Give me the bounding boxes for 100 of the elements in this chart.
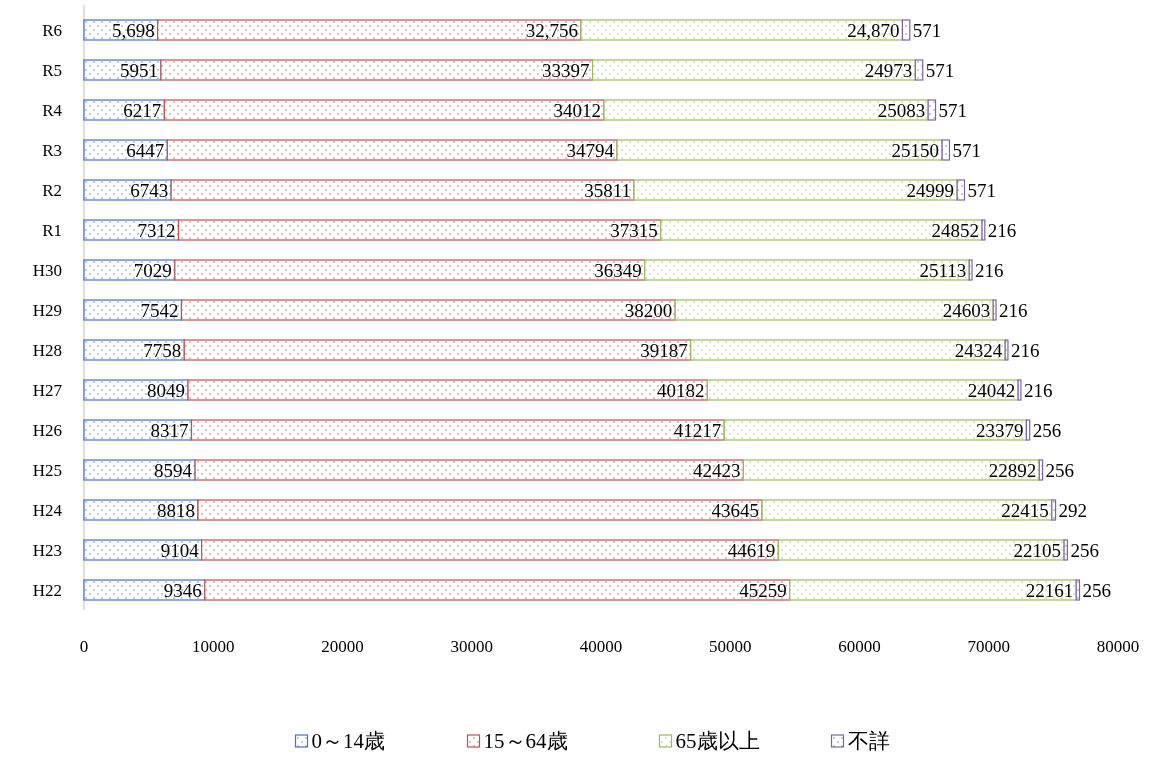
y-tick-label: H26 xyxy=(32,421,62,440)
data-label: 22415 xyxy=(1001,500,1049,521)
data-label: 38200 xyxy=(624,300,673,321)
bar xyxy=(1025,419,1031,441)
data-label: 216 xyxy=(987,220,1017,241)
bar xyxy=(204,579,791,601)
y-tick-label: H30 xyxy=(32,261,62,280)
legend-label: 65歳以上 xyxy=(675,729,760,753)
data-label: 33397 xyxy=(542,60,590,81)
bar xyxy=(591,59,916,81)
data-label: 34794 xyxy=(566,140,615,161)
y-tick-label: H28 xyxy=(32,341,62,360)
y-tick-label: H27 xyxy=(32,381,63,400)
data-label: 9346 xyxy=(163,580,202,601)
bar xyxy=(1075,579,1081,601)
data-label: 25113 xyxy=(919,260,967,281)
data-label: 41217 xyxy=(673,420,722,441)
y-tick-label: H24 xyxy=(32,501,63,520)
data-label: 44619 xyxy=(727,540,776,561)
bar xyxy=(160,59,594,81)
data-label: 571 xyxy=(952,140,981,161)
data-label: 256 xyxy=(1045,460,1075,481)
bar xyxy=(616,139,943,161)
bar xyxy=(83,299,183,321)
y-tick-label: R3 xyxy=(42,141,62,160)
data-label: 37315 xyxy=(610,220,658,241)
data-label: 39187 xyxy=(640,340,688,361)
data-label: 5951 xyxy=(119,60,158,81)
bar xyxy=(927,99,937,121)
y-tick-label: H23 xyxy=(32,541,62,560)
bar xyxy=(956,179,966,201)
data-label: 7312 xyxy=(137,220,176,241)
bar xyxy=(83,139,168,161)
bar xyxy=(201,539,779,561)
bar xyxy=(174,259,646,281)
bar xyxy=(644,259,970,281)
data-label: 9104 xyxy=(160,540,200,561)
data-label: 571 xyxy=(967,180,996,201)
data-label: 8317 xyxy=(150,420,189,441)
y-tick-label: H22 xyxy=(32,581,62,600)
bar xyxy=(197,499,763,521)
data-label: 292 xyxy=(1058,500,1088,521)
legend-label: 15～64歳 xyxy=(483,729,568,753)
data-label: 24042 xyxy=(967,380,1016,401)
data-label: 36349 xyxy=(594,260,642,281)
data-label: 6217 xyxy=(123,100,162,121)
bar xyxy=(83,219,180,241)
bar xyxy=(742,459,1040,481)
bar xyxy=(941,139,951,161)
data-label: 256 xyxy=(1082,580,1112,601)
data-label: 6447 xyxy=(126,140,165,161)
data-label: 216 xyxy=(1010,340,1040,361)
data-label: 8818 xyxy=(156,500,195,521)
bar xyxy=(83,339,185,361)
bar xyxy=(1004,339,1009,361)
bar xyxy=(194,459,744,481)
data-label: 571 xyxy=(925,60,955,81)
data-label: 43645 xyxy=(711,500,760,521)
bar xyxy=(83,579,206,601)
data-label: 24,870 xyxy=(847,20,900,41)
bar xyxy=(183,339,692,361)
data-label: 216 xyxy=(999,300,1028,321)
data-label: 42423 xyxy=(692,460,741,481)
bar xyxy=(674,299,994,321)
legend-label: 不詳 xyxy=(847,729,890,753)
y-tick-label: R4 xyxy=(42,101,63,120)
x-tick-label: 20000 xyxy=(321,637,364,656)
bar xyxy=(914,59,924,81)
bar xyxy=(190,419,725,441)
x-tick-label: 30000 xyxy=(450,637,493,656)
data-label: 7542 xyxy=(140,300,179,321)
bar xyxy=(83,179,172,201)
data-label: 22105 xyxy=(1013,540,1062,561)
x-tick-label: 10000 xyxy=(192,637,235,656)
data-label: 34012 xyxy=(553,100,601,121)
bar xyxy=(1051,499,1057,521)
bar xyxy=(83,499,199,521)
data-label: 571 xyxy=(938,100,968,121)
y-tick-label: R2 xyxy=(42,181,62,200)
bar xyxy=(723,419,1027,441)
data-label: 23379 xyxy=(975,420,1024,441)
bar xyxy=(968,259,973,281)
legend-label: 0～14歳 xyxy=(311,729,385,753)
bar xyxy=(166,139,618,161)
bar xyxy=(789,579,1077,601)
data-label: 40182 xyxy=(656,380,705,401)
data-label: 24603 xyxy=(942,300,991,321)
data-label: 571 xyxy=(912,20,942,41)
bar xyxy=(1017,379,1022,401)
data-label: 45259 xyxy=(739,580,787,601)
bar xyxy=(180,299,676,321)
bar xyxy=(157,19,582,41)
data-label: 216 xyxy=(1023,380,1053,401)
data-label: 8049 xyxy=(147,380,186,401)
bar xyxy=(1038,459,1044,481)
y-tick-label: R1 xyxy=(42,221,62,240)
x-tick-label: 40000 xyxy=(579,637,623,656)
x-tick-label: 60000 xyxy=(838,637,881,656)
data-label: 256 xyxy=(1070,540,1099,561)
bar xyxy=(83,539,203,561)
